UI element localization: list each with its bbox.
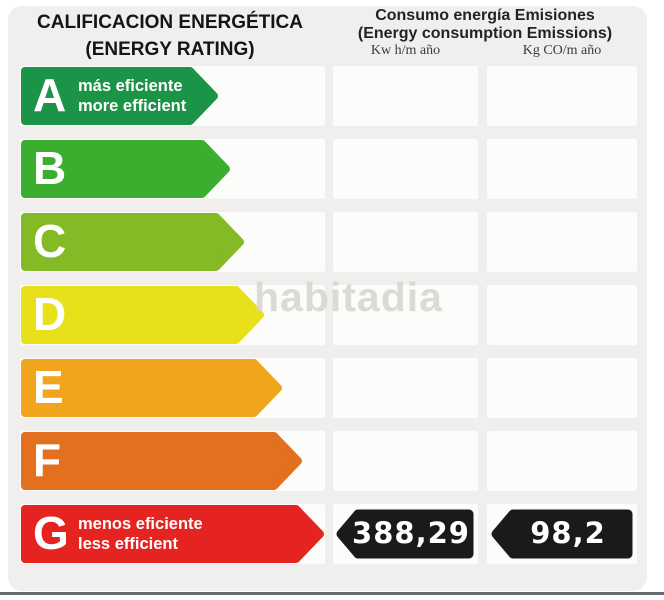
title-spanish: CALIFICACION ENERGÉTICA: [37, 12, 303, 33]
rating-row-f: F: [8, 431, 647, 491]
rating-row-b: B: [8, 139, 647, 199]
note-english: more efficient: [78, 97, 187, 115]
rating-row-e: E: [8, 358, 647, 418]
rating-arrow-d: D: [21, 286, 264, 344]
rating-row-d: D: [8, 285, 647, 345]
emissions-cell-a: [487, 66, 637, 126]
rating-arrow-f: F: [21, 432, 302, 490]
emissions-value-badge: 98,2: [491, 509, 633, 559]
columns-header: Consumo energía Emisiones (Energy consum…: [324, 7, 646, 43]
consumption-cell-c: [333, 212, 478, 272]
emissions-cell-e: [487, 358, 637, 418]
columns-title-english: (Energy consumption Emissions): [357, 25, 613, 42]
consumption-cell-a: [333, 66, 478, 126]
rating-arrow-c: C: [21, 213, 244, 271]
emissions-cell-b: [487, 139, 637, 199]
grade-letter-a: A: [33, 69, 67, 122]
columns-title-spanish: Consumo energía Emisiones: [375, 7, 595, 24]
consumption-cell-b: [333, 139, 478, 199]
rating-row-c: C: [8, 212, 647, 272]
grade-letter-c: C: [33, 215, 67, 268]
consumption-value-badge: 388,29: [336, 509, 474, 559]
emissions-cell-f: [487, 431, 637, 491]
note-english: less efficient: [78, 535, 178, 553]
consumption-cell-f: [333, 431, 478, 491]
consumption-cell-e: [333, 358, 478, 418]
grade-letter-g: G: [33, 507, 69, 560]
efficiency-note-g: menos eficiente less efficient: [78, 514, 203, 554]
emissions-cell-g: 98,2: [487, 504, 637, 564]
bottom-divider: [0, 592, 664, 595]
emissions-value: 98,2: [530, 516, 606, 550]
note-spanish: más eficiente: [78, 77, 183, 95]
grade-letter-b: B: [33, 142, 67, 195]
consumption-value: 388,29: [352, 516, 470, 550]
grade-letter-d: D: [33, 288, 67, 341]
emissions-cell-d: [487, 285, 637, 345]
rating-arrow-e: E: [21, 359, 282, 417]
grade-letter-e: E: [33, 361, 64, 414]
consumption-cell-g: 388,29: [333, 504, 478, 564]
note-spanish: menos eficiente: [78, 515, 203, 533]
title-english: (ENERGY RATING): [85, 39, 255, 60]
consumption-unit-label: Kw h/m año: [370, 43, 441, 58]
certificate-panel: CALIFICACION ENERGÉTICA (ENERGY RATING) …: [8, 6, 647, 591]
grade-letter-f: F: [33, 434, 62, 487]
consumption-cell-d: [333, 285, 478, 345]
efficiency-note-a: más eficiente more efficient: [78, 76, 186, 116]
main-title: CALIFICACION ENERGÉTICA (ENERGY RATING): [18, 9, 322, 63]
rating-arrow-b: B: [21, 140, 230, 198]
watermark: habitadia: [254, 274, 443, 320]
emissions-unit-label: Kg CO/m año: [522, 43, 602, 58]
emissions-cell-c: [487, 212, 637, 272]
